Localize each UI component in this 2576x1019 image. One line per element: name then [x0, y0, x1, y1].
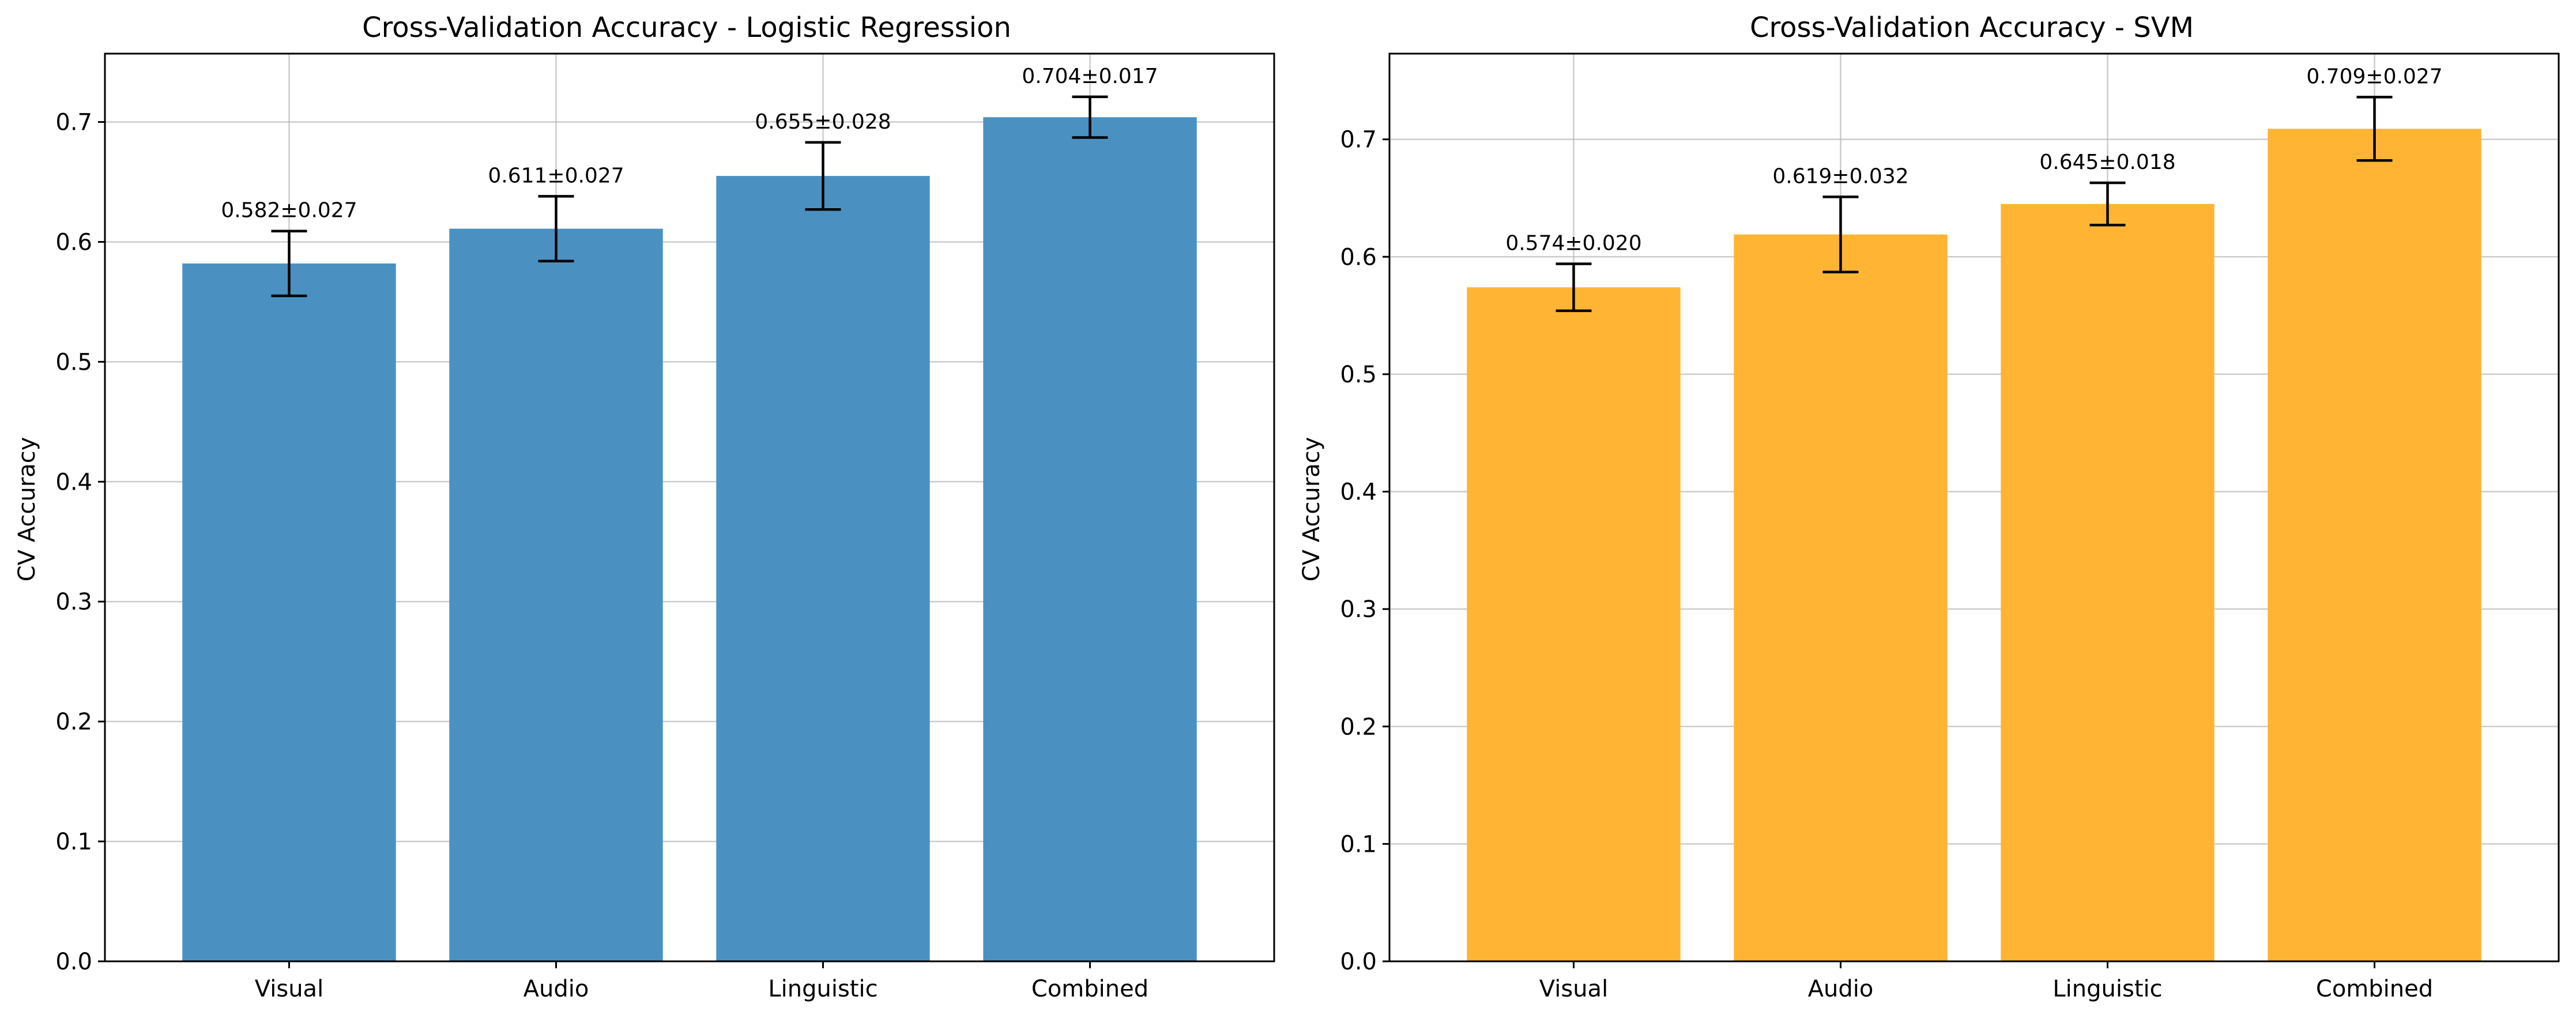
y-tick-label: 0.7 — [55, 110, 92, 136]
y-tick-label: 0.3 — [1340, 596, 1377, 623]
y-tick-label: 0.0 — [55, 949, 92, 975]
y-tick-label: 0.2 — [55, 709, 92, 735]
data-label-linguistic: 0.655±0.028 — [755, 110, 891, 134]
axes-frame — [1388, 52, 2560, 962]
bar-linguistic — [2001, 204, 2215, 961]
x-tick-label-visual: Visual — [255, 976, 323, 1002]
y-tick-label: 0.6 — [1340, 244, 1377, 270]
data-label-combined: 0.709±0.027 — [2306, 65, 2442, 88]
y-tick-label: 0.4 — [55, 469, 92, 495]
x-tick-label-visual: Visual — [1539, 976, 1608, 1002]
x-tick-label-linguistic: Linguistic — [2052, 976, 2162, 1002]
x-tick-label-linguistic: Linguistic — [768, 976, 878, 1002]
chart-title: Cross-Validation Accuracy - Logistic Reg… — [362, 12, 1011, 44]
bar-visual — [182, 263, 396, 961]
error-bars — [271, 95, 1108, 298]
y-tick-label: 0.5 — [55, 349, 92, 375]
axes-frame — [104, 52, 1275, 962]
y-tick-label: 0.7 — [1340, 127, 1377, 153]
x-tick-label-audio: Audio — [524, 976, 589, 1002]
plot-area: 0.582±0.027 0.611±0.027 0.655±0.028 0.704±0… — [55, 52, 1275, 1002]
y-tick-label: 0.5 — [1340, 362, 1377, 388]
data-label-visual: 0.574±0.020 — [1505, 231, 1641, 255]
data-label-audio: 0.611±0.027 — [488, 164, 624, 187]
y-tick-label: 0.0 — [1340, 949, 1377, 975]
x-tick-label-combined: Combined — [2316, 976, 2433, 1002]
x-axis: Visual Audio Linguistic Combined — [255, 961, 1148, 1002]
data-labels: 0.582±0.027 0.611±0.027 0.655±0.028 0.704±0… — [221, 65, 1158, 223]
y-axis-label: CV Accuracy — [14, 437, 40, 582]
y-axis: 0.0 0.1 0.2 0.3 0.4 0.5 0.6 0.7 — [55, 110, 105, 975]
plot-area: 0.574±0.020 0.619±0.032 0.645±0.018 0.709±0… — [1340, 52, 2560, 1002]
bar-audio — [449, 228, 663, 961]
bar-audio — [1734, 234, 1948, 962]
y-tick-label: 0.3 — [55, 589, 92, 615]
chart-panel-logistic-regression: Cross-Validation Accuracy - Logistic Reg… — [14, 12, 1275, 1002]
y-tick-label: 0.1 — [55, 829, 92, 855]
x-tick-label-audio: Audio — [1808, 976, 1874, 1002]
y-tick-label: 0.6 — [55, 229, 92, 255]
data-label-visual: 0.582±0.027 — [221, 199, 357, 223]
data-label-combined: 0.704±0.017 — [1022, 65, 1158, 88]
data-label-audio: 0.619±0.032 — [1772, 164, 1908, 188]
bar-linguistic — [716, 176, 930, 962]
chart-panel-svm: Cross-Validation Accuracy - SVM CV Accur… — [1298, 12, 2560, 1002]
data-label-linguistic: 0.645±0.018 — [2039, 151, 2175, 174]
bar-combined — [2268, 129, 2481, 961]
x-axis: Visual Audio Linguistic Combined — [1539, 961, 2433, 1002]
data-labels: 0.574±0.020 0.619±0.032 0.645±0.018 0.709±0… — [1505, 65, 2442, 255]
bar-visual — [1467, 287, 1681, 962]
bars — [1467, 129, 2481, 962]
y-tick-label: 0.1 — [1340, 831, 1377, 858]
y-tick-label: 0.2 — [1340, 714, 1377, 740]
y-tick-label: 0.4 — [1340, 479, 1377, 506]
bar-combined — [983, 117, 1197, 961]
x-tick-label-combined: Combined — [1031, 976, 1148, 1002]
y-axis: 0.0 0.1 0.2 0.3 0.4 0.5 0.6 0.7 — [1340, 127, 1389, 975]
y-axis-label: CV Accuracy — [1298, 437, 1325, 582]
chart-title: Cross-Validation Accuracy - SVM — [1750, 12, 2194, 44]
bars — [182, 117, 1197, 962]
error-bars — [1556, 96, 2393, 313]
